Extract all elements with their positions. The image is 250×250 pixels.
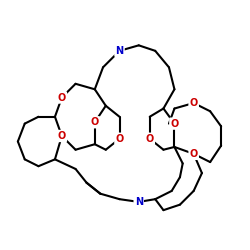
Text: O: O [146, 134, 154, 144]
Text: N: N [116, 46, 124, 56]
Text: O: O [58, 131, 66, 141]
Text: O: O [170, 119, 178, 129]
Text: O: O [190, 98, 198, 108]
Text: O: O [58, 92, 66, 102]
Text: O: O [190, 149, 198, 159]
Text: O: O [91, 117, 99, 127]
Text: O: O [116, 134, 124, 144]
Text: N: N [135, 197, 143, 207]
